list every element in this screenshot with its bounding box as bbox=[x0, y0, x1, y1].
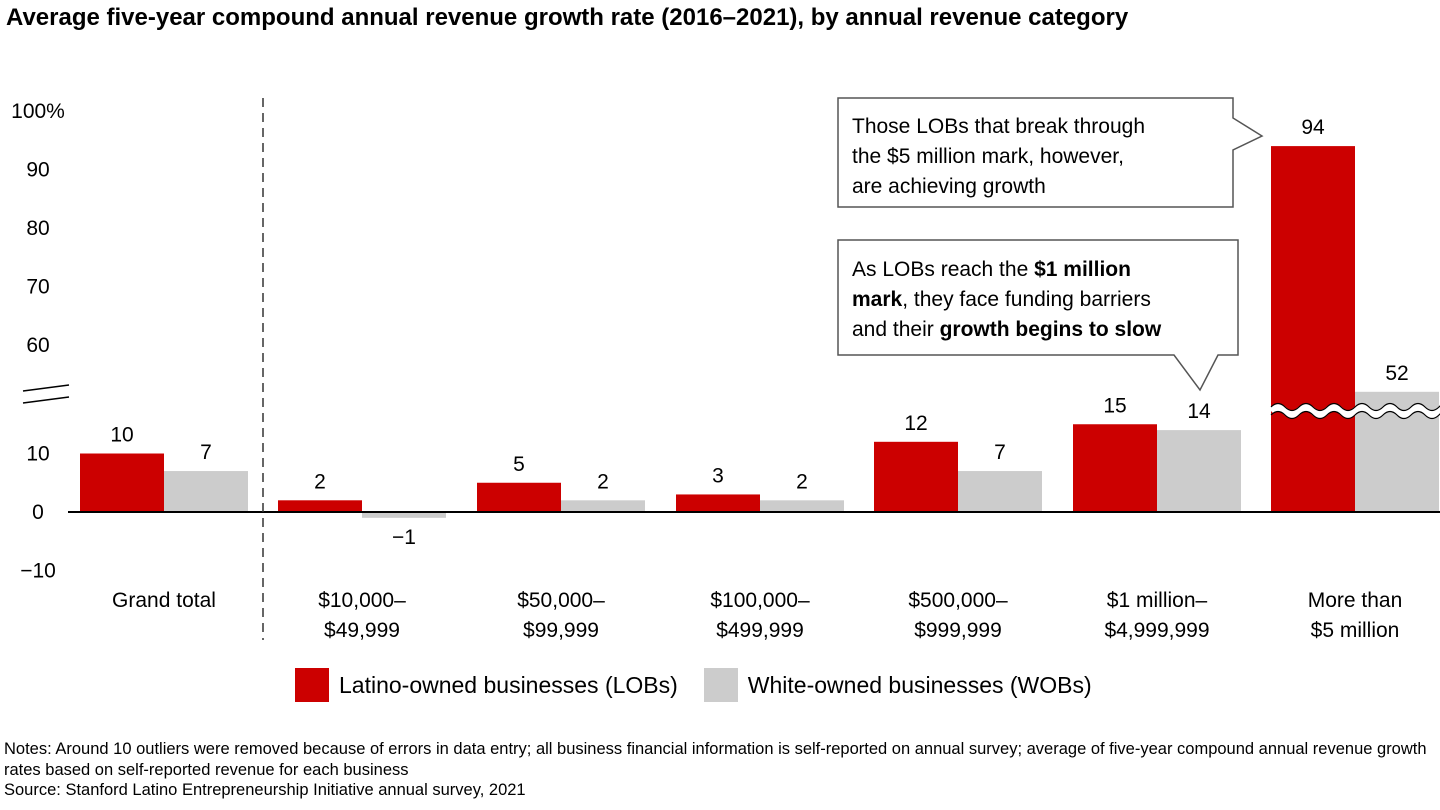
category-labels: Grand total $10,000– $49,999 $50,000– $99,99… bbox=[112, 589, 1402, 642]
data-label-wob-1: −1 bbox=[392, 526, 416, 549]
bar-lob-6 bbox=[1271, 146, 1355, 512]
y-tick-label: 70 bbox=[26, 276, 49, 299]
legend-item-lobs: Latino-owned businesses (LOBs) bbox=[295, 668, 678, 702]
bar-lob-1 bbox=[278, 500, 362, 512]
category-label-6: More than bbox=[1308, 589, 1403, 612]
source-text: Source: Stanford Latino Entrepreneurship… bbox=[4, 781, 526, 799]
bar-wob-4 bbox=[958, 471, 1042, 512]
notes-text: Notes: Around 10 outliers were removed b… bbox=[4, 740, 1427, 779]
bar-lob-4 bbox=[874, 441, 958, 512]
callout-line: and their growth begins to slow bbox=[852, 315, 1161, 345]
bar-break-line bbox=[1270, 410, 1440, 420]
callout-text: and their bbox=[852, 318, 940, 341]
callout-text: , they face funding barriers bbox=[902, 288, 1151, 311]
category-label-2: $50,000– bbox=[517, 589, 605, 612]
callout-text: As LOBs reach the bbox=[852, 258, 1035, 281]
data-label-wob-4: 7 bbox=[994, 441, 1006, 464]
bar-lob-2 bbox=[477, 482, 561, 512]
bar-lob-0 bbox=[80, 453, 164, 512]
y-tick-label: −10 bbox=[20, 560, 56, 583]
legend-swatch-wobs bbox=[703, 668, 738, 702]
data-label-lob-2: 5 bbox=[513, 453, 525, 476]
legend-label-lobs: Latino-owned businesses (LOBs) bbox=[339, 671, 678, 698]
category-label-3: $499,999 bbox=[716, 619, 804, 642]
bar-wob-5 bbox=[1157, 430, 1241, 512]
category-label-4: $500,000– bbox=[908, 589, 1008, 612]
chart-decorations bbox=[68, 97, 1440, 640]
data-label-lob-0: 10 bbox=[110, 424, 133, 447]
bar-wob-2 bbox=[561, 500, 645, 512]
data-label-lob-6: 94 bbox=[1301, 116, 1325, 139]
bar-break-line bbox=[1270, 402, 1440, 412]
y-tick-label: 90 bbox=[26, 159, 49, 182]
category-label-5: $4,999,999 bbox=[1104, 619, 1209, 642]
category-label-2: $99,999 bbox=[523, 619, 599, 642]
data-label-wob-5: 14 bbox=[1187, 400, 1211, 423]
legend-label-wobs: White-owned businesses (WOBs) bbox=[747, 671, 1092, 698]
legend: Latino-owned businesses (LOBs) White-own… bbox=[295, 668, 1118, 702]
chart: 100% 90 80 70 60 10 0 −10 10 2 5 3 12 15 94 7 −1 2 2 7 14 52… bbox=[11, 97, 1440, 642]
category-label-1: $10,000– bbox=[318, 589, 406, 612]
data-labels: 10 2 5 3 12 15 94 7 −1 2 2 7 14 52 bbox=[110, 116, 1408, 549]
y-axis: 100% 90 80 70 60 10 0 −10 bbox=[11, 100, 70, 583]
category-label-1: $49,999 bbox=[324, 619, 400, 642]
callout-text: the $5 million mark, however, bbox=[852, 145, 1124, 168]
callout-text: mark bbox=[852, 288, 903, 311]
y-tick-label: 60 bbox=[26, 334, 49, 357]
bar-lob-3 bbox=[676, 494, 760, 512]
callout-top-bubble bbox=[837, 97, 1264, 208]
y-tick-label: 10 bbox=[26, 443, 49, 466]
data-label-lob-4: 12 bbox=[904, 412, 927, 435]
y-tick-label: 0 bbox=[32, 501, 44, 524]
bar-lob-5 bbox=[1073, 424, 1157, 512]
category-label-3: $100,000– bbox=[710, 589, 810, 612]
data-label-wob-2: 2 bbox=[597, 470, 609, 493]
chart-title: Average five-year compound annual revenu… bbox=[6, 4, 1129, 31]
notes: Notes: Around 10 outliers were removed b… bbox=[4, 739, 1436, 801]
callout-mid-bubble bbox=[837, 239, 1239, 392]
callout-line: the $5 million mark, however, bbox=[852, 142, 1145, 172]
y-tick-label: 100% bbox=[11, 100, 65, 123]
bar-break-gap bbox=[1268, 404, 1440, 418]
category-label-0: Grand total bbox=[112, 589, 216, 612]
bar-wob-1 bbox=[362, 512, 446, 518]
callout-line: Those LOBs that break through bbox=[852, 112, 1145, 142]
bar-wob-3 bbox=[760, 500, 844, 512]
data-label-wob-0: 7 bbox=[200, 441, 212, 464]
callout-text: Those LOBs that break through bbox=[852, 115, 1146, 138]
axis-break-mark bbox=[22, 384, 70, 392]
callout-text: growth begins to slow bbox=[939, 318, 1162, 341]
bars bbox=[80, 146, 1439, 518]
data-label-lob-3: 3 bbox=[712, 464, 724, 487]
data-label-wob-6: 52 bbox=[1385, 362, 1408, 385]
callout-line: are achieving growth bbox=[852, 172, 1145, 202]
category-label-5: $1 million– bbox=[1107, 589, 1208, 612]
y-tick-label: 80 bbox=[26, 217, 49, 240]
callout-line: mark, they face funding barriers bbox=[852, 285, 1161, 315]
callout-text: $1 million bbox=[1034, 258, 1131, 281]
callout-text: are achieving growth bbox=[852, 175, 1046, 198]
bar-wob-0 bbox=[164, 471, 248, 512]
legend-item-wobs: White-owned businesses (WOBs) bbox=[703, 668, 1092, 702]
category-label-6: $5 million bbox=[1311, 619, 1400, 642]
category-label-4: $999,999 bbox=[914, 619, 1002, 642]
callout-line: As LOBs reach the $1 million bbox=[852, 255, 1161, 285]
legend-swatch-lobs bbox=[295, 668, 329, 702]
data-label-lob-5: 15 bbox=[1103, 394, 1126, 417]
data-label-lob-1: 2 bbox=[314, 470, 326, 493]
data-label-wob-3: 2 bbox=[796, 470, 808, 493]
axis-break-mark bbox=[22, 396, 70, 404]
callout-mid: As LOBs reach the $1 million mark, they f… bbox=[852, 255, 1161, 345]
callout-top: Those LOBs that break through the $5 mill… bbox=[852, 112, 1145, 202]
